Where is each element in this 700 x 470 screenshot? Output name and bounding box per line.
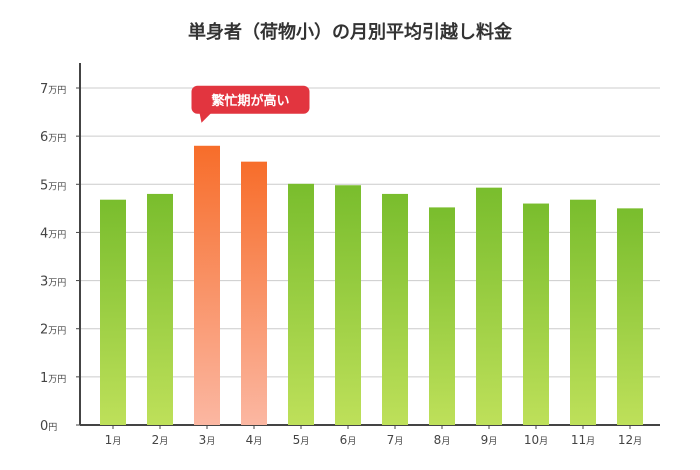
y-tick-label: 3万円 <box>40 275 66 290</box>
callout: 繁忙期が高い <box>191 85 310 123</box>
bar <box>147 193 173 425</box>
bar <box>617 208 643 425</box>
x-tick-label: 3月 <box>199 433 216 447</box>
y-tick-label: 7万円 <box>40 82 66 97</box>
bar <box>523 203 549 425</box>
x-tick-label: 10月 <box>524 433 548 447</box>
bar <box>288 183 314 425</box>
bar <box>570 199 596 425</box>
y-tick-label: 0円 <box>40 419 57 434</box>
x-tick-label: 12月 <box>618 433 642 447</box>
y-tick-label: 1万円 <box>40 371 66 386</box>
x-tick-label: 4月 <box>246 433 263 447</box>
bar-highlight <box>194 145 220 425</box>
x-tick-label: 11月 <box>571 433 595 447</box>
x-tick-label: 5月 <box>293 433 310 447</box>
x-tick-label: 7月 <box>387 433 404 447</box>
callout-bubble <box>191 85 310 114</box>
bar <box>429 207 455 425</box>
y-tick-label: 5万円 <box>40 178 66 193</box>
chart-title: 単身者（荷物小）の月別平均引越し料金 <box>188 22 512 43</box>
callout-label: 繁忙期が高い <box>211 93 289 109</box>
y-tick-label: 6万円 <box>40 130 66 145</box>
x-tick-label: 2月 <box>152 433 169 447</box>
callout-pointer <box>199 112 212 123</box>
x-tick-label: 6月 <box>340 433 357 447</box>
bar <box>382 193 408 425</box>
bar <box>335 185 361 425</box>
y-tick-label: 4万円 <box>40 226 66 241</box>
y-tick-label: 2万円 <box>40 323 66 338</box>
bar <box>100 199 126 425</box>
bar-highlight <box>241 161 267 425</box>
x-tick-label: 1月 <box>105 433 122 447</box>
bar <box>476 187 502 425</box>
x-tick-label: 9月 <box>481 433 498 447</box>
x-tick-label: 8月 <box>434 433 451 447</box>
